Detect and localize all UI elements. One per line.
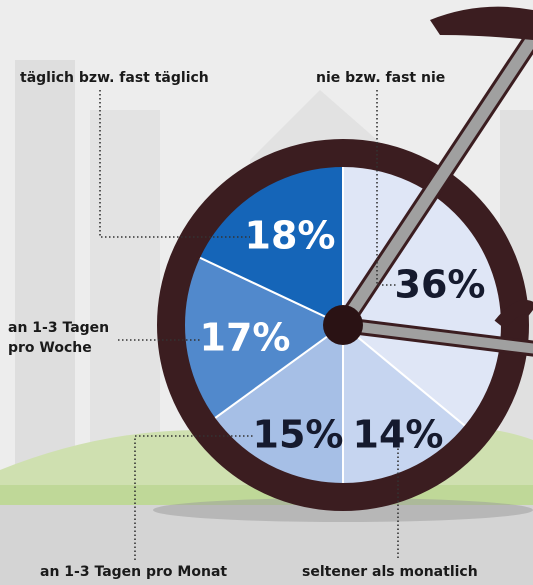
category-label: an 1-3 Tagen pro Woche [8,320,110,356]
value-label: 18% [245,214,336,258]
value-label: 15% [253,413,344,457]
category-label: nie bzw. fast nie [316,70,446,86]
value-label: 14% [353,413,444,457]
value-label: 17% [200,316,291,360]
category-label: an 1-3 Tagen pro Monat [40,564,228,580]
category-label: täglich bzw. fast täglich [20,70,209,86]
category-label: seltener als monatlich [302,564,478,580]
pie [182,163,504,487]
leader-lines [99,90,399,560]
wheel [157,6,533,511]
value-label: 36% [395,263,486,307]
